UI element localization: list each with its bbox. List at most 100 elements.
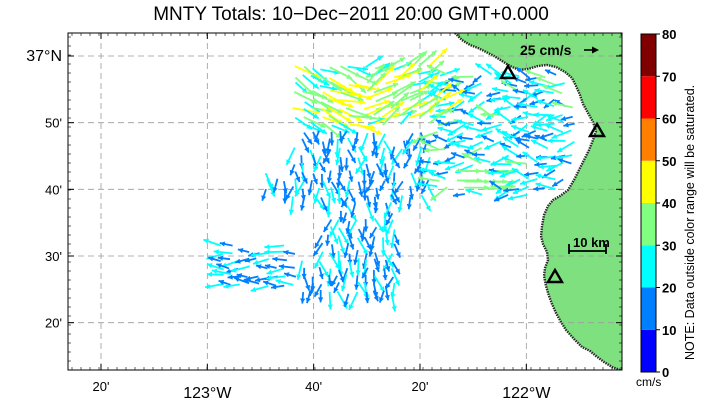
current-vector-head	[446, 82, 453, 89]
lat-lon-grid	[68, 33, 622, 370]
current-vector-head	[494, 196, 500, 202]
current-vector-head	[272, 256, 278, 262]
current-vector-head	[435, 108, 441, 114]
current-vector-head	[456, 119, 463, 125]
current-vector-head	[340, 285, 346, 292]
current-vector-head	[362, 195, 368, 201]
current-vector-head	[448, 108, 455, 114]
current-vector-head	[330, 252, 336, 259]
current-vector-head	[264, 249, 270, 255]
current-vector-head	[535, 173, 542, 179]
colorbar-tick-label: 30	[662, 238, 676, 253]
current-vector-head	[235, 258, 241, 264]
current-vector-head	[416, 181, 422, 187]
current-vector-head	[391, 306, 397, 312]
current-vector-head	[525, 69, 531, 75]
current-vector-head	[384, 99, 390, 105]
current-vector-head	[326, 177, 333, 183]
current-vector-head	[376, 145, 381, 151]
current-vector-head	[406, 203, 412, 210]
current-vector-head	[535, 182, 542, 188]
current-vector-head	[413, 144, 418, 151]
current-vector-head	[532, 120, 539, 126]
current-vector-head	[432, 74, 439, 80]
current-vector-head	[519, 180, 526, 186]
current-vector-head	[343, 252, 349, 258]
current-vector-head	[278, 263, 285, 270]
scale-bar: 10 km	[568, 235, 610, 254]
current-vector-head	[512, 88, 519, 94]
colorbar-tick-label: 70	[662, 69, 676, 84]
map-title: MNTY Totals: 10−Dec−2011 20:00 GMT+0.000	[153, 4, 549, 25]
current-vector-head	[325, 148, 331, 154]
current-vector-head	[326, 212, 332, 218]
current-vector-head	[384, 177, 390, 184]
current-vector-head	[551, 101, 558, 107]
current-vector-head	[313, 250, 319, 256]
current-vector-head	[236, 273, 243, 279]
radar-stations	[498, 63, 607, 284]
current-vector-head	[505, 159, 511, 165]
current-vectors	[203, 47, 575, 312]
current-vector-head	[394, 112, 401, 118]
current-vector-head	[323, 80, 330, 86]
current-vector-head	[311, 98, 317, 104]
current-vector-head	[369, 215, 375, 221]
colorbar-segment	[641, 34, 656, 77]
current-vector-head	[444, 157, 451, 162]
current-vector-head	[349, 271, 355, 278]
current-vector-head	[227, 274, 233, 280]
current-vector-head	[272, 187, 278, 193]
current-vector-head	[500, 80, 507, 86]
current-vector-head	[490, 161, 496, 167]
current-vector-head	[349, 243, 355, 250]
current-vector-head	[423, 147, 429, 153]
colorbar-segment	[641, 76, 656, 119]
current-vector-head	[557, 158, 564, 164]
current-vector-head	[340, 135, 346, 142]
current-vector-head	[362, 66, 369, 72]
current-vector-head	[335, 182, 342, 188]
current-vector-head	[417, 98, 424, 105]
current-vector-head	[329, 140, 335, 146]
station-south-icon	[545, 267, 565, 284]
current-vector-head	[403, 162, 409, 169]
current-vector-head	[314, 109, 320, 115]
current-vector-head	[347, 232, 353, 239]
current-vector-head	[411, 109, 417, 115]
colorbar-tick-label: 40	[662, 196, 676, 211]
current-vector-head	[554, 100, 561, 105]
current-vector-head	[402, 148, 408, 155]
current-vector-head	[264, 244, 270, 250]
current-vector-head	[477, 120, 483, 126]
current-vector-head	[515, 139, 522, 145]
current-vector-head	[244, 257, 251, 263]
current-vector-head	[385, 283, 391, 289]
current-vector-head	[321, 128, 327, 134]
colorbar-segment	[641, 329, 656, 372]
current-vector-head	[314, 138, 320, 145]
current-vector-head	[437, 82, 443, 88]
colorbar-tick-label: 0	[662, 365, 669, 380]
current-vector-head	[319, 204, 325, 210]
current-vector-head	[356, 116, 363, 121]
station-north-icon	[498, 63, 518, 80]
coastline-land	[455, 33, 622, 370]
current-vector-head	[368, 178, 374, 185]
current-vector-head	[335, 132, 342, 139]
colorbar-segment	[641, 287, 656, 330]
current-vector-head	[486, 114, 492, 120]
current-vector-head	[211, 268, 218, 274]
current-vector-head	[522, 151, 529, 157]
current-vector-head	[432, 134, 439, 140]
current-vector-head	[305, 297, 311, 304]
current-vector-head	[300, 298, 306, 304]
current-vector-head	[461, 89, 468, 95]
scale-vector-arrowhead	[592, 46, 599, 54]
current-vector-head	[373, 207, 379, 214]
current-vector-head	[551, 133, 558, 139]
current-vector-head	[529, 100, 536, 106]
current-vector-head	[529, 80, 535, 86]
current-vector-head	[533, 186, 539, 192]
current-vector-head	[481, 135, 488, 141]
